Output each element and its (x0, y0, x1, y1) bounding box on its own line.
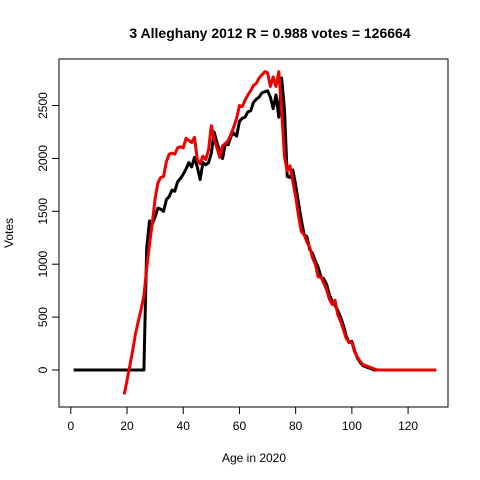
y-tick-label: 1000 (36, 251, 50, 278)
x-tick-label: 80 (289, 419, 303, 433)
y-tick-label: 0 (36, 366, 50, 373)
y-tick-label: 2500 (36, 92, 50, 119)
y-tick-label: 2000 (36, 145, 50, 172)
red-series-line (122, 70, 437, 395)
y-tick-label: 1500 (36, 198, 50, 225)
x-axis: 0 20 40 60 80 100 120 (67, 406, 418, 433)
x-tick-label: 20 (120, 419, 134, 433)
x-tick-label: 120 (398, 419, 418, 433)
x-tick-label: 60 (233, 419, 247, 433)
black-series-line (73, 76, 437, 372)
chart-title: 3 Alleghany 2012 R = 0.988 votes = 12666… (129, 25, 410, 41)
plot-box (58, 58, 449, 408)
x-tick-label: 0 (67, 419, 74, 433)
y-axis: 0 500 1000 1500 2000 2500 (36, 92, 60, 373)
y-axis-label: Votes (2, 218, 16, 248)
series-layer (73, 70, 437, 395)
x-tick-label: 40 (177, 419, 191, 433)
x-tick-label: 100 (342, 419, 362, 433)
y-tick-label: 500 (36, 307, 50, 327)
x-axis-label: Age in 2020 (222, 451, 286, 465)
